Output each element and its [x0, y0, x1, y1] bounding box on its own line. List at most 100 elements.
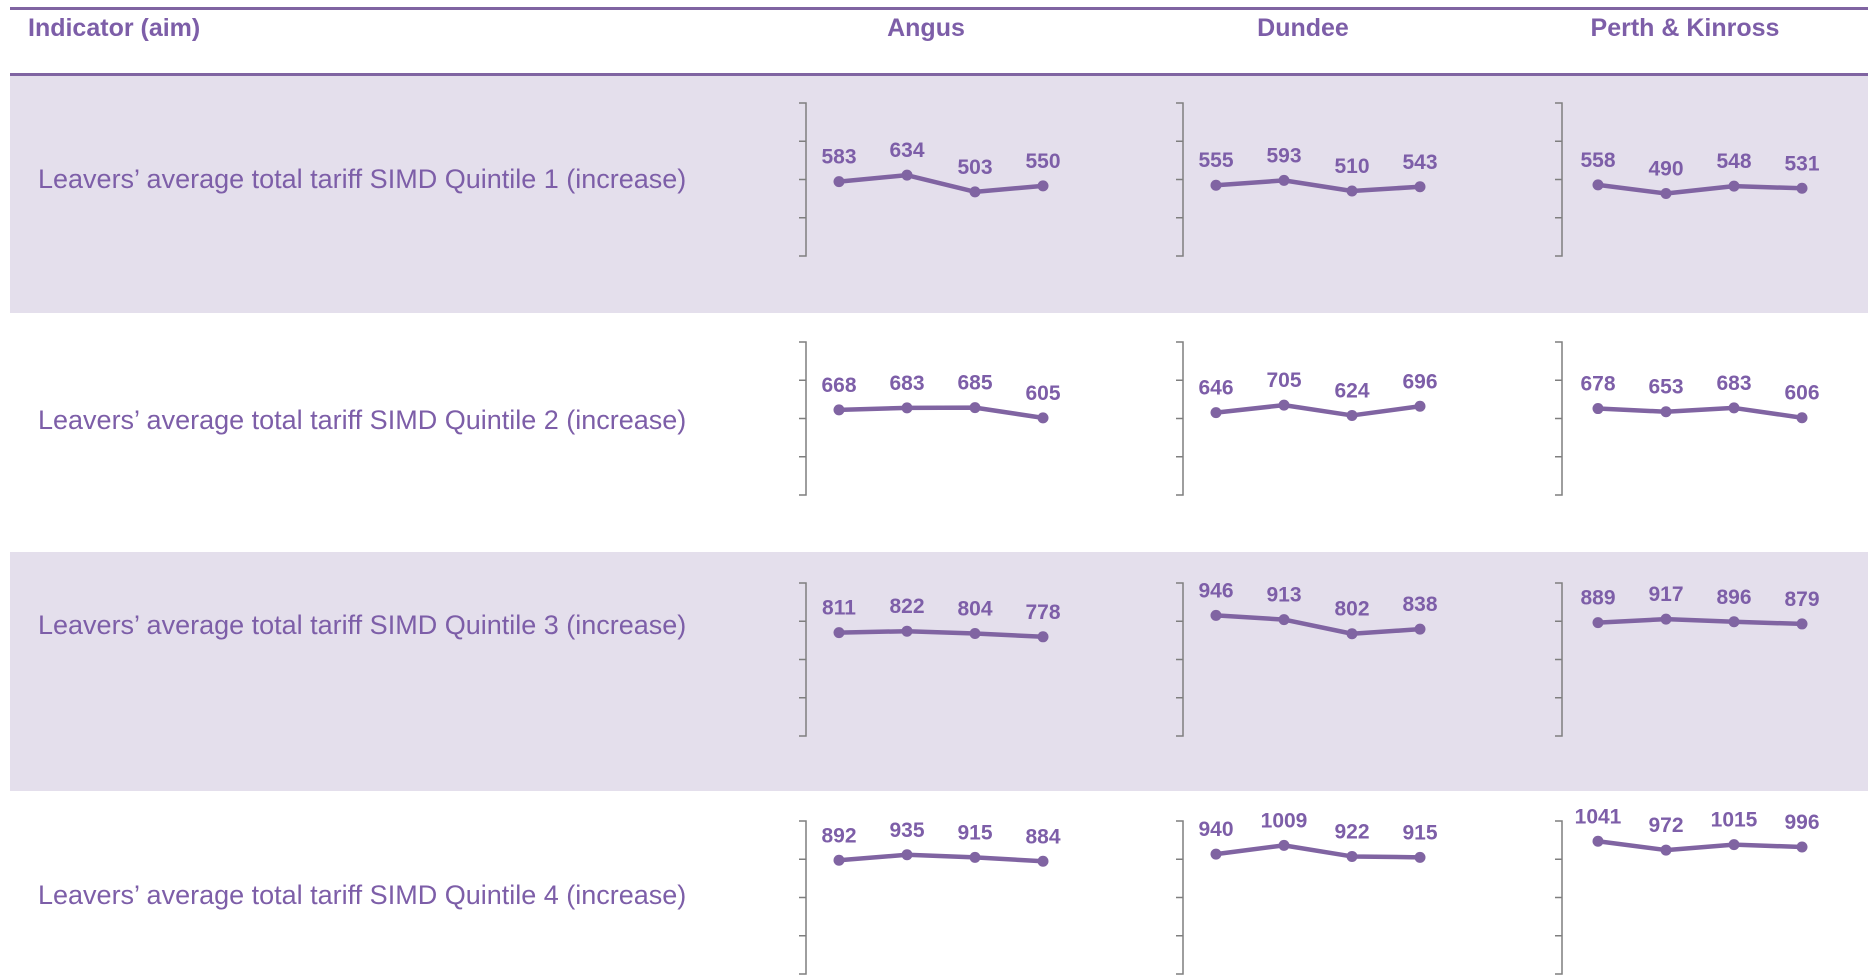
data-label: 996 [1784, 811, 1819, 834]
row-label-quintile-4: Leavers’ average total tariff SIMD Quint… [38, 880, 687, 910]
series-line-q4-angus [836, 852, 1046, 864]
data-point [1414, 400, 1426, 412]
sparkline-q3-angus: 811 822 804 778 [799, 582, 1061, 737]
data-point [1210, 179, 1222, 191]
table-row-quintile-2: Leavers’ average total tariff SIMD Quint… [10, 313, 1868, 552]
data-point [901, 849, 913, 861]
data-label: 922 [1334, 820, 1369, 843]
sparkline-q1-perth-kinross: 558 490 548 531 [1555, 102, 1820, 257]
sparkline-q4-perth-kinross: 1041 972 1015 996 [1555, 805, 1820, 975]
table-row-quintile-3: Leavers’ average total tariff SIMD Quint… [10, 552, 1868, 791]
data-point [1037, 180, 1049, 192]
data-label: 1009 [1261, 809, 1308, 832]
header-area-perth-kinross: Perth & Kinross [1590, 14, 1780, 42]
sparkline-q2-perth-kinross: 678 653 683 606 [1555, 341, 1820, 496]
data-label: 804 [957, 597, 992, 620]
data-point [833, 404, 845, 416]
data-label: 683 [889, 372, 924, 395]
data-label: 705 [1266, 369, 1301, 392]
data-point [833, 854, 845, 866]
data-point [1346, 409, 1358, 421]
data-label: 946 [1198, 579, 1233, 602]
data-point [1210, 848, 1222, 860]
data-point [1728, 180, 1740, 192]
data-point [1346, 185, 1358, 197]
data-point [1414, 623, 1426, 635]
series-line-q2-dundee [1213, 402, 1423, 418]
data-point [1346, 628, 1358, 640]
data-label: 1041 [1575, 805, 1622, 828]
data-point [833, 176, 845, 188]
data-point [1796, 841, 1808, 853]
data-point [901, 402, 913, 414]
data-point [969, 186, 981, 198]
data-point [969, 402, 981, 414]
data-point [1037, 855, 1049, 867]
data-label: 913 [1266, 584, 1301, 607]
data-point [1210, 609, 1222, 621]
data-label: 634 [889, 139, 924, 162]
data-point [1414, 181, 1426, 193]
data-label: 653 [1648, 376, 1683, 399]
data-point [1037, 631, 1049, 643]
data-label: 624 [1334, 379, 1369, 402]
data-label: 548 [1716, 150, 1751, 173]
data-point [901, 625, 913, 637]
data-point [1278, 174, 1290, 186]
data-label: 668 [821, 374, 856, 397]
data-label: 593 [1266, 144, 1301, 167]
data-label: 1015 [1711, 809, 1758, 832]
data-label: 822 [889, 595, 924, 618]
data-label: 917 [1648, 583, 1683, 606]
data-point [1592, 835, 1604, 847]
data-point [1728, 839, 1740, 851]
data-point [1278, 839, 1290, 851]
data-label: 896 [1716, 586, 1751, 609]
row-label-quintile-1: Leavers’ average total tariff SIMD Quint… [38, 164, 687, 194]
data-label: 838 [1402, 593, 1437, 616]
data-label: 915 [1402, 821, 1437, 844]
data-label: 503 [957, 156, 992, 179]
header-indicator: Indicator (aim) [28, 14, 201, 42]
data-point [1037, 412, 1049, 424]
series-line-q4-perth-kinross [1595, 839, 1805, 853]
row-label-quintile-3: Leavers’ average total tariff SIMD Quint… [38, 610, 687, 640]
data-point [1346, 850, 1358, 862]
data-label: 972 [1648, 814, 1683, 837]
data-point [1660, 406, 1672, 418]
data-point [1796, 412, 1808, 424]
data-point [1728, 402, 1740, 414]
data-point [901, 169, 913, 181]
series-line-q1-perth-kinross [1595, 182, 1805, 196]
data-point [1592, 617, 1604, 629]
series-line-q2-perth-kinross [1595, 405, 1805, 420]
data-label: 802 [1334, 598, 1369, 621]
series-line-q3-dundee [1213, 613, 1423, 636]
data-point [1278, 614, 1290, 626]
data-label: 606 [1784, 382, 1819, 405]
data-label: 555 [1198, 149, 1233, 172]
data-label: 879 [1784, 588, 1819, 611]
sparkline-q4-dundee: 940 1009 922 915 [1176, 809, 1438, 975]
data-label: 583 [821, 146, 856, 169]
series-line-q3-angus [836, 628, 1046, 640]
data-point [1660, 613, 1672, 625]
data-label: 510 [1334, 155, 1369, 178]
data-label: 683 [1716, 372, 1751, 395]
data-point [1660, 844, 1672, 856]
data-point [1414, 851, 1426, 863]
data-point [1210, 407, 1222, 419]
header-bottom-rule [10, 73, 1868, 76]
data-label: 605 [1025, 382, 1060, 405]
data-label: 531 [1784, 152, 1819, 175]
data-label: 490 [1648, 158, 1683, 181]
data-label: 940 [1198, 818, 1233, 841]
sparkline-q2-angus: 668 683 685 605 [799, 341, 1061, 496]
series-line-q4-dundee [1213, 843, 1423, 860]
data-label: 915 [957, 821, 992, 844]
data-label: 678 [1580, 373, 1615, 396]
series-line-q2-angus [836, 405, 1046, 421]
data-label: 889 [1580, 587, 1615, 610]
